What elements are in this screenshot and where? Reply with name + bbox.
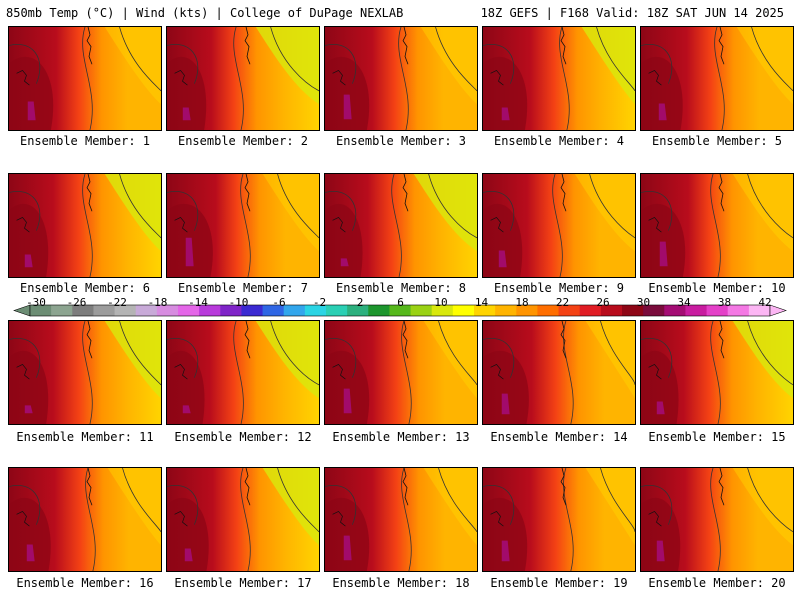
colorbar-swatch [30,305,52,316]
colorbar-swatch [262,305,285,316]
ensemble-member-map [8,26,162,131]
colorbar-swatch [706,305,729,316]
ensemble-member-caption: Ensemble Member: 13 [332,430,470,444]
colorbar-swatch [495,305,517,316]
ensemble-member-map [324,26,478,131]
ensemble-member-map [482,26,636,131]
colorbar-tick-label: 30 [636,296,651,309]
colorbar-tick-label: 14 [474,296,489,309]
colorbar-swatch [135,305,158,316]
colorbar-swatch [664,305,686,316]
ensemble-member-caption: Ensemble Member: 15 [648,430,786,444]
colorbar-swatch [410,305,433,316]
colorbar-tick-label: -30 [26,296,46,309]
temperature-colorbar [13,304,787,317]
colorbar-swatch [727,305,750,316]
ensemble-member-caption: Ensemble Member: 10 [648,281,786,295]
ensemble-member-map [640,320,794,425]
ensemble-member-map [166,26,320,131]
colorbar-tick-label: 18 [515,296,529,309]
ensemble-member-caption: Ensemble Member: 18 [332,576,470,590]
colorbar-swatch [452,305,475,316]
ensemble-member-caption: Ensemble Member: 4 [493,134,625,148]
ensemble-member-caption: Ensemble Member: 16 [16,576,154,590]
colorbar-swatch [431,305,454,316]
run-valid-time: 18Z GEFS | F168 Valid: 18Z SAT JUN 14 20… [480,6,784,20]
colorbar-swatch [389,305,412,316]
ensemble-member-caption: Ensemble Member: 2 [177,134,309,148]
ensemble-member-map [324,467,478,572]
colorbar-swatch [368,305,390,316]
ensemble-member-map [482,173,636,278]
colorbar-swatch [326,305,348,316]
colorbar-swatch [156,305,179,316]
colorbar-swatch [474,305,496,316]
ensemble-member-caption: Ensemble Member: 11 [16,430,154,444]
colorbar-tick-label: 26 [596,296,610,309]
colorbar-swatch [685,305,708,316]
ensemble-member-caption: Ensemble Member: 20 [648,576,786,590]
colorbar-swatch [304,305,327,316]
colorbar-swatch [558,305,581,316]
chart-title: 850mb Temp (°C) | Wind (kts) | College o… [6,6,404,20]
colorbar-tick-label: -14 [188,296,208,309]
colorbar-swatch [347,305,369,316]
ensemble-member-map [640,26,794,131]
colorbar-tick-label: 2 [356,296,364,309]
ensemble-member-map [640,467,794,572]
colorbar-swatch [51,305,73,316]
ensemble-member-caption: Ensemble Member: 19 [490,576,628,590]
colorbar-swatch [643,305,665,316]
colorbar-swatch [199,305,221,316]
colorbar-tick-label: -2 [312,296,327,309]
colorbar-tick-label: 6 [397,296,404,309]
ensemble-member-caption: Ensemble Member: 1 [19,134,151,148]
ensemble-member-map [640,173,794,278]
colorbar-tick-label: -26 [66,296,87,309]
ensemble-member-map [166,320,320,425]
colorbar-swatch [600,305,623,316]
colorbar-tick-label: 38 [717,296,732,309]
ensemble-member-map [8,320,162,425]
colorbar-tick-label: -6 [272,296,286,309]
ensemble-member-map [166,467,320,572]
ensemble-member-map [482,320,636,425]
colorbar-swatch [93,305,116,316]
ensemble-member-map [324,320,478,425]
colorbar-swatch [516,305,538,316]
colorbar-tick-label: -10 [228,296,249,309]
ensemble-member-caption: Ensemble Member: 7 [177,281,309,295]
ensemble-member-map [8,173,162,278]
colorbar-swatch [748,305,771,316]
colorbar-swatch [283,305,306,316]
ensemble-member-map [8,467,162,572]
ensemble-member-caption: Ensemble Member: 12 [174,430,312,444]
colorbar-swatch [220,305,242,316]
ensemble-member-caption: Ensemble Member: 3 [335,134,467,148]
colorbar-swatch [537,305,560,316]
ensemble-member-map [324,173,478,278]
colorbar-tick-label: 22 [555,296,570,309]
ensemble-member-caption: Ensemble Member: 9 [493,281,625,295]
ensemble-member-caption: Ensemble Member: 8 [335,281,467,295]
ensemble-member-map [482,467,636,572]
colorbar-tick-label: 42 [758,296,772,309]
ensemble-member-caption: Ensemble Member: 6 [19,281,151,295]
ensemble-member-caption: Ensemble Member: 14 [490,430,628,444]
ensemble-member-map [166,173,320,278]
colorbar-swatch [114,305,137,316]
colorbar-swatch [241,305,264,316]
colorbar-swatch [622,305,644,316]
colorbar-right-arrow [769,304,787,317]
ensemble-member-caption: Ensemble Member: 5 [651,134,783,148]
ensemble-member-caption: Ensemble Member: 17 [174,576,312,590]
colorbar-swatch [579,305,602,316]
colorbar-tick-label: 10 [434,296,448,309]
colorbar-tick-label: -22 [107,296,127,309]
colorbar-swatch [72,305,94,316]
colorbar-tick-label: 34 [677,296,691,309]
colorbar-tick-label: -18 [147,296,168,309]
colorbar-swatch [178,305,200,316]
